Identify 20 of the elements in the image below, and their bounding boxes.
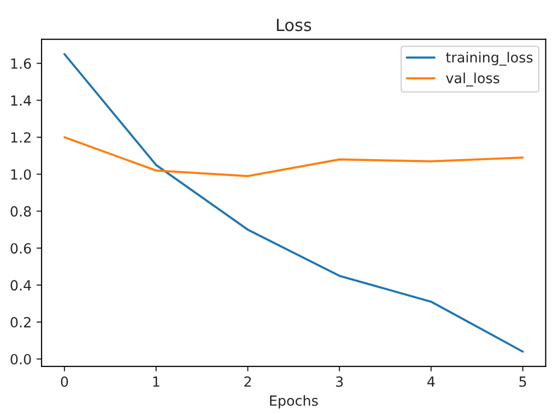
x-tick-label: 1 — [153, 376, 160, 387]
y-tick-label: 0.8 — [10, 206, 31, 217]
legend-label: training_loss — [446, 52, 533, 66]
x-tick-label: 3 — [336, 376, 343, 387]
legend-label: val_loss — [446, 72, 500, 86]
y-tick-label: 1.6 — [11, 58, 31, 69]
y-tick-label: 1.4 — [11, 95, 32, 106]
y-tick-label: 1.2 — [11, 132, 30, 143]
chart-title: Loss — [276, 18, 312, 32]
x-tick-label: 2 — [244, 376, 251, 387]
line-series — [63, 136, 524, 178]
y-tick-label: 1.0 — [11, 169, 31, 180]
x-tick-label: 0 — [60, 376, 68, 387]
y-tick-label: 0.2 — [10, 317, 30, 328]
x-tick-label: 5 — [519, 376, 526, 387]
y-tick-label: 0.0 — [10, 354, 31, 364]
x-tick-label: 4 — [427, 376, 435, 387]
y-tick-label: 0.6 — [10, 243, 31, 254]
y-tick-label: 0.4 — [10, 280, 32, 291]
x-axis-title: Epochs — [270, 395, 318, 409]
